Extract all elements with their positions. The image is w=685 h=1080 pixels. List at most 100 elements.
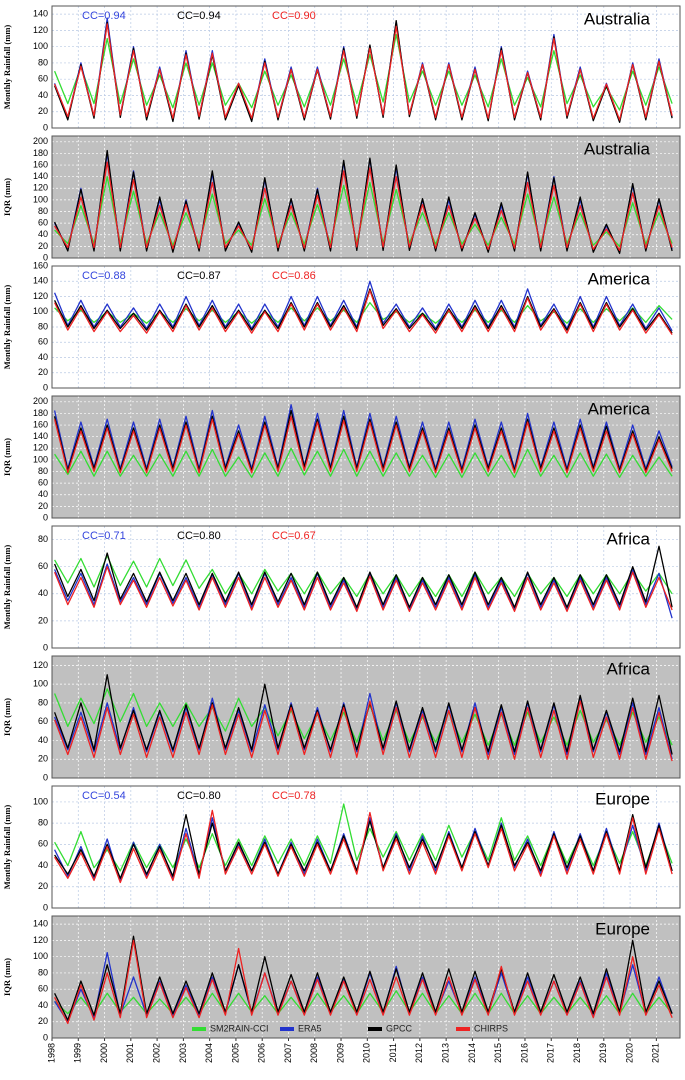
region-label: America <box>588 269 651 288</box>
x-tick-label: 2020 <box>624 1043 634 1063</box>
y-tick-label: 80 <box>38 466 48 476</box>
plot-frame <box>51 265 681 389</box>
region-label: Australia <box>584 9 651 28</box>
series-line <box>53 404 673 470</box>
x-tick-label: 2015 <box>493 1043 503 1063</box>
y-tick-label: 80 <box>38 206 48 216</box>
annotation: CC=0.88 <box>82 270 126 282</box>
panel: 0 20 40 60 80 100 120 Africa IQR (mm) <box>2 655 681 782</box>
annotation: CC=0.78 <box>272 790 316 802</box>
y-tick-label: 200 <box>33 396 48 406</box>
series-line <box>54 809 673 884</box>
series-line <box>54 289 673 335</box>
plot-background <box>52 396 680 518</box>
y-tick-label: 140 <box>33 9 48 19</box>
x-tick-label: 2016 <box>519 1043 529 1063</box>
y-tick-label: 120 <box>33 25 48 35</box>
x-tick-label: 2005 <box>230 1043 240 1063</box>
legend-label: ERA5 <box>298 1023 322 1033</box>
y-tick-label: 80 <box>38 697 48 707</box>
y-tick-label: 100 <box>33 454 48 464</box>
y-tick-label: 60 <box>38 839 48 849</box>
y-tick-label: 80 <box>38 818 48 828</box>
panel: 0 20 40 60 80 100 120 140 160 America Monthly Rain… <box>2 260 681 392</box>
y-tick-label: 0 <box>43 902 48 912</box>
y-tick-label: 160 <box>33 419 48 429</box>
x-tick-label: 1998 <box>46 1043 56 1063</box>
y-tick-label: 100 <box>33 41 48 51</box>
y-axis-label: Monthly Rainfall (mm) <box>2 25 12 110</box>
panel: 0 20 40 60 80 100 120 140 Australia Monthly Rainf… <box>2 5 681 132</box>
y-tick-label: 100 <box>33 679 48 689</box>
y-tick-label: 100 <box>33 796 48 806</box>
region-label: Australia <box>584 139 651 158</box>
plot-background <box>52 916 680 1038</box>
panel: 0 20 40 60 80 Africa Monthly Rainfall (mm) CC=0… <box>2 525 681 652</box>
y-tick-label: 60 <box>38 337 48 347</box>
y-axis-label: IQR (mm) <box>2 178 12 216</box>
y-tick-label: 0 <box>43 772 48 782</box>
y-tick-label: 0 <box>43 1032 48 1042</box>
y-tick-label: 60 <box>38 74 48 84</box>
y-tick-label: 100 <box>33 951 48 961</box>
y-tick-label: 20 <box>38 881 48 891</box>
y-tick-label: 100 <box>33 194 48 204</box>
y-tick-label: 20 <box>38 754 48 764</box>
x-tick-label: 2014 <box>467 1043 477 1063</box>
series-line <box>53 409 673 472</box>
legend-label: SM2RAIN-CCI <box>210 1023 269 1033</box>
y-tick-label: 20 <box>38 367 48 377</box>
y-tick-label: 180 <box>33 148 48 158</box>
y-tick-label: 0 <box>43 382 48 392</box>
y-tick-label: 60 <box>38 984 48 994</box>
panel: 0 20 40 60 80 100 Europe Monthly Rainfall (mm) C… <box>2 785 681 912</box>
series-line <box>53 566 673 613</box>
annotation: CC=0.54 <box>82 790 126 802</box>
y-axis-label: IQR (mm) <box>2 698 12 736</box>
series-line <box>53 280 673 332</box>
y-tick-label: 0 <box>43 642 48 652</box>
series-line <box>54 939 673 1025</box>
y-tick-label: 40 <box>38 860 48 870</box>
x-tick-label: 2002 <box>151 1043 161 1063</box>
y-tick-label: 20 <box>38 1016 48 1026</box>
x-tick-label: 2007 <box>283 1043 293 1063</box>
y-tick-label: 160 <box>33 260 48 270</box>
legend-label: CHIRPS <box>474 1023 508 1033</box>
x-tick-label: 2017 <box>546 1043 556 1063</box>
y-tick-label: 120 <box>33 443 48 453</box>
x-tick-label: 2011 <box>388 1043 398 1062</box>
series-line <box>53 415 673 474</box>
y-axis-label: Monthly Rainfall (mm) <box>2 805 12 890</box>
annotation: CC=0.80 <box>177 790 221 802</box>
x-tick-label: 1999 <box>73 1043 83 1063</box>
y-tick-label: 140 <box>33 431 48 441</box>
region-label: Africa <box>607 659 651 678</box>
y-tick-label: 120 <box>33 935 48 945</box>
annotation: CC=0.94 <box>82 10 126 22</box>
y-axis-label: IQR (mm) <box>2 438 12 476</box>
y-tick-label: 80 <box>38 534 48 544</box>
y-tick-label: 0 <box>43 122 48 132</box>
region-label: Africa <box>607 529 651 548</box>
x-tick-label: 2021 <box>651 1043 661 1063</box>
annotation: CC=0.87 <box>177 270 221 282</box>
plot-background <box>52 136 680 258</box>
y-tick-label: 40 <box>38 489 48 499</box>
x-tick-label: 2004 <box>204 1043 214 1063</box>
legend-label: GPCC <box>386 1023 413 1033</box>
annotation: CC=0.80 <box>177 530 221 542</box>
x-tick-label: 2000 <box>99 1043 109 1063</box>
x-tick-label: 2003 <box>178 1043 188 1063</box>
y-tick-label: 80 <box>38 321 48 331</box>
x-tick-label: 2008 <box>309 1043 319 1063</box>
y-tick-label: 80 <box>38 967 48 977</box>
plot-frame <box>51 525 681 649</box>
panel: 0 20 40 60 80 100 120 140 1998 1999 2000 2001 2002 20… <box>2 915 681 1063</box>
y-axis-label: IQR (mm) <box>2 958 12 996</box>
annotation: CC=0.86 <box>272 270 316 282</box>
y-tick-label: 100 <box>33 306 48 316</box>
annotation: CC=0.94 <box>177 10 221 22</box>
